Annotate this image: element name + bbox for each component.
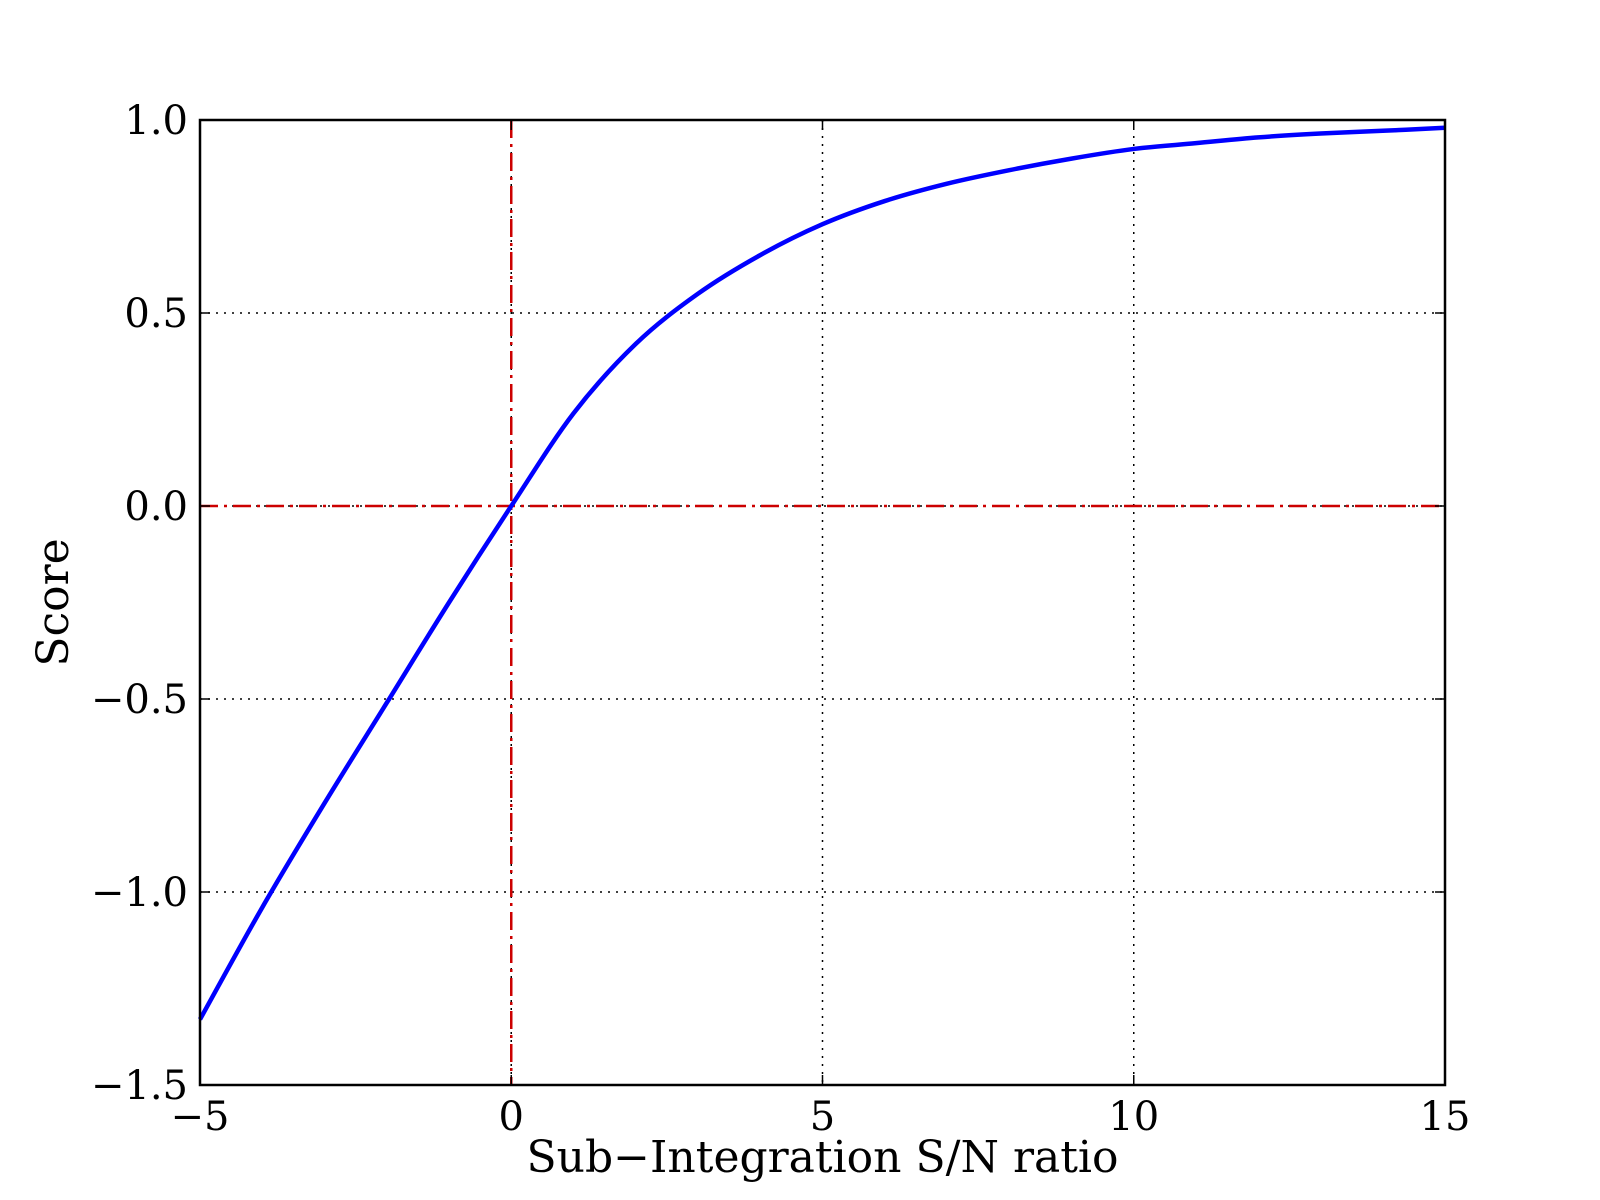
x-tick-label: 10 — [1108, 1094, 1159, 1140]
ticks — [199, 119, 1446, 1086]
y-tick-label: −0.5 — [91, 677, 188, 723]
grid — [200, 120, 1445, 1085]
x-tick-label: 0 — [499, 1094, 524, 1140]
x-tick-label: 15 — [1420, 1094, 1471, 1140]
x-tick-label: −5 — [171, 1094, 230, 1140]
y-tick-label: 1.0 — [124, 98, 188, 144]
y-tick-label: 0.0 — [124, 484, 188, 530]
series-line-0 — [198, 125, 1446, 1021]
y-tick-label: −1.5 — [91, 1063, 188, 1109]
y-tick-label: −1.0 — [91, 870, 188, 916]
x-tick-label: 5 — [810, 1094, 835, 1140]
series-group — [198, 125, 1446, 1021]
y-tick-label: 0.5 — [124, 291, 188, 337]
y-axis-label: Score — [28, 538, 79, 666]
tick-labels: −5 0 5 10 15 −1.5 −1.0 −0.5 0.0 0.5 1.0 — [91, 98, 1471, 1140]
reference-lines — [200, 120, 1445, 1085]
x-axis-label: Sub−Integration S/N ratio — [527, 1132, 1119, 1183]
